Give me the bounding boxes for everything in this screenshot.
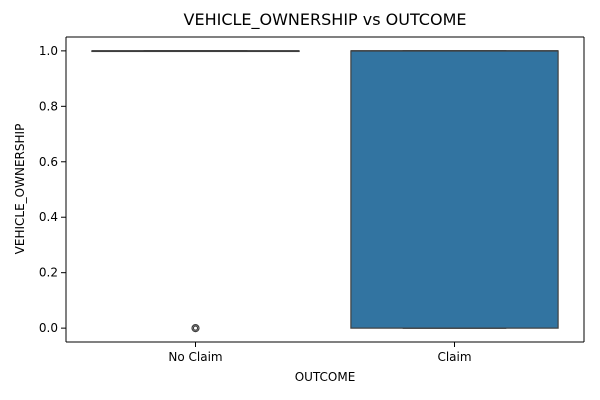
x-tick-label: Claim bbox=[437, 350, 471, 364]
y-tick-label: 0.4 bbox=[39, 210, 58, 224]
y-axis-label: VEHICLE_OWNERSHIP bbox=[13, 123, 27, 255]
box-claim bbox=[350, 50, 559, 329]
x-tick-label: No Claim bbox=[168, 350, 222, 364]
y-tick-label: 0.8 bbox=[39, 99, 58, 113]
outlier-point-inner bbox=[192, 325, 199, 331]
outlier-point bbox=[191, 324, 200, 333]
plot-layer: 0.0 0.2 0.4 0.6 0.8 1.0 No Claim Claim bbox=[39, 36, 585, 364]
y-tick-label: 1.0 bbox=[39, 44, 58, 58]
y-tick-label: 0.2 bbox=[39, 266, 58, 280]
y-tick-label: 0.6 bbox=[39, 155, 58, 169]
y-tick-label: 0.0 bbox=[39, 321, 58, 335]
x-axis-label: OUTCOME bbox=[294, 370, 356, 384]
chart-title: VEHICLE_OWNERSHIP vs OUTCOME bbox=[183, 10, 467, 29]
